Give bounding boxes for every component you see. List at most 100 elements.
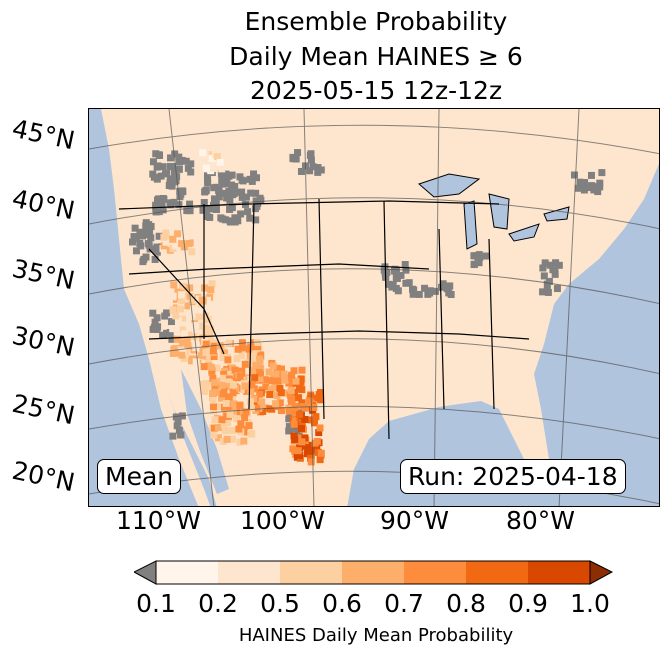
- gray-cell: [409, 290, 417, 298]
- probability-cell: [269, 362, 277, 370]
- gray-cell: [253, 174, 261, 182]
- probability-cell: [221, 349, 229, 357]
- gray-cell: [539, 264, 547, 272]
- probability-cell: [210, 342, 218, 350]
- probability-cell: [185, 240, 193, 248]
- probability-cell: [294, 447, 302, 455]
- gray-cell: [218, 176, 226, 184]
- gray-cell: [152, 150, 160, 158]
- gray-cell: [285, 415, 293, 423]
- gray-cell: [187, 160, 195, 168]
- probability-cell: [178, 339, 186, 347]
- gray-cell: [210, 184, 218, 192]
- probability-cell: [179, 326, 187, 334]
- gray-cell: [227, 218, 235, 226]
- gray-cell: [201, 188, 209, 196]
- gray-cell: [139, 258, 147, 266]
- probability-cell: [256, 390, 264, 398]
- probability-cell: [245, 359, 253, 367]
- gray-cell: [443, 285, 451, 293]
- gray-cell: [244, 208, 252, 216]
- gray-cell: [171, 150, 179, 158]
- gray-cell: [252, 216, 260, 224]
- probability-cell: [213, 364, 221, 372]
- probability-cell: [236, 438, 244, 446]
- lon-label-80w: 80°W: [506, 506, 576, 535]
- probability-cell: [275, 377, 283, 385]
- gray-cell: [149, 309, 157, 317]
- probability-cell: [185, 331, 193, 339]
- probability-cell: [254, 343, 262, 351]
- colorbar-under-arrow: [134, 560, 157, 585]
- probability-cell: [207, 286, 215, 294]
- gray-cell: [574, 184, 582, 192]
- probability-cell: [314, 394, 322, 402]
- gray-cell: [256, 194, 264, 202]
- colorbar-tick-label: 0.6: [322, 589, 362, 618]
- probability-cell: [233, 354, 241, 362]
- gray-cell: [215, 193, 223, 201]
- probability-cell: [201, 324, 209, 332]
- probability-cell: [234, 345, 242, 353]
- probability-cell: [169, 349, 177, 357]
- lat-label-45: 45°N: [9, 113, 78, 156]
- probability-cell: [162, 238, 170, 246]
- probability-cell: [220, 370, 228, 378]
- probability-cell: [261, 376, 269, 384]
- gray-cell: [207, 205, 215, 213]
- gray-cell: [228, 204, 236, 212]
- probability-cell: [202, 164, 210, 172]
- probability-cell: [304, 443, 312, 451]
- gray-cell: [251, 205, 259, 213]
- probability-cell: [160, 233, 168, 241]
- colorbar-segment: [342, 561, 405, 584]
- probability-cell: [225, 382, 233, 390]
- probability-cell: [313, 443, 321, 451]
- probability-cell: [176, 305, 184, 313]
- gray-cell: [204, 179, 212, 187]
- probability-cell: [160, 242, 168, 250]
- probability-cell: [238, 344, 246, 352]
- probability-cell: [219, 354, 227, 362]
- probability-cell: [277, 406, 285, 414]
- probability-cell: [199, 306, 207, 314]
- probability-cell: [288, 377, 296, 385]
- probability-cell: [294, 421, 302, 429]
- gray-cell: [219, 180, 227, 188]
- gray-cell: [131, 224, 139, 232]
- gray-cell: [238, 193, 246, 201]
- colorbar-segment: [156, 561, 219, 584]
- probability-cell: [210, 407, 218, 415]
- gray-cell: [247, 189, 255, 197]
- probability-cell: [204, 316, 212, 324]
- probability-cell: [216, 158, 224, 166]
- probability-cell: [173, 335, 181, 343]
- gray-cell: [211, 195, 219, 203]
- gray-cell: [226, 196, 234, 204]
- map-panel: [88, 108, 660, 507]
- colorbar-tick-label: 0.5: [260, 589, 300, 618]
- gray-cell: [142, 253, 150, 261]
- probability-cell: [169, 235, 177, 243]
- probability-cell: [206, 352, 214, 360]
- probability-cell: [236, 401, 244, 409]
- gray-cell: [415, 290, 423, 298]
- probability-cell: [298, 399, 306, 407]
- colorbar-label: HAINES Daily Mean Probability: [238, 625, 514, 646]
- gray-cell: [285, 423, 293, 431]
- probability-cell: [210, 353, 218, 361]
- gray-cell: [152, 208, 160, 216]
- gray-cell: [546, 261, 554, 269]
- gray-cell: [234, 188, 242, 196]
- probability-cell: [198, 296, 206, 304]
- gray-cell: [555, 261, 563, 269]
- probability-cell: [290, 367, 298, 375]
- gray-cell: [309, 163, 317, 171]
- gray-cell: [203, 172, 211, 180]
- gray-cell: [172, 413, 180, 421]
- gray-cell: [186, 200, 194, 208]
- probability-cell: [305, 397, 313, 405]
- gray-cell: [215, 186, 223, 194]
- gray-cell: [586, 184, 594, 192]
- gray-cell: [136, 228, 144, 236]
